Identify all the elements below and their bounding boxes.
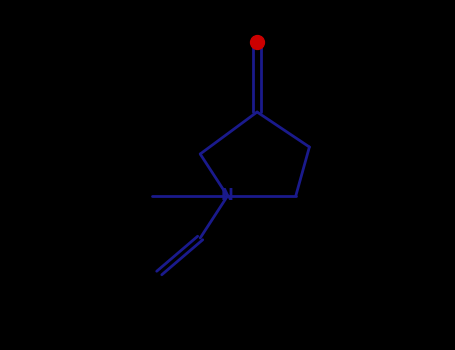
Text: N: N [221, 189, 234, 203]
